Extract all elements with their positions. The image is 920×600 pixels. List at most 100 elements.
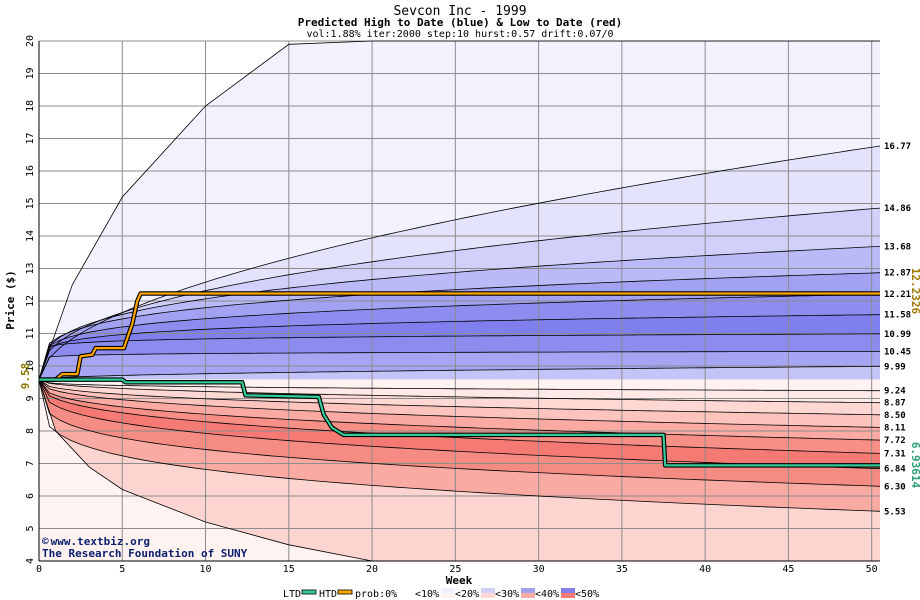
low-quantile-line — [38, 379, 881, 441]
chart-title: Sevcon Inc - 1999 — [393, 4, 526, 19]
x-tick-label: 5 — [119, 564, 125, 575]
high-band — [39, 366, 880, 380]
ltd-final-label: 6.93614 — [909, 442, 920, 489]
legend-htd-label: HTD — [319, 589, 337, 600]
axes: 0 5 10 15 20 25 30 35 40 45 5045678910111213141516… — [25, 35, 880, 575]
simulation-params: vol:1.88% iter:2000 step:10 hurst:0.57 d… — [306, 29, 613, 40]
quantile-end-label: 8.50 — [884, 411, 906, 421]
low-band — [39, 379, 880, 441]
legend-bin-swatch-low — [481, 593, 495, 598]
x-axis-label: Week — [446, 574, 473, 587]
low-quantile-line — [38, 379, 881, 404]
credit-site: www.textbiz.org — [51, 535, 150, 548]
legend-bin-label: <10% — [415, 589, 439, 600]
y-tick-label: 6 — [25, 493, 36, 499]
high-outer-line — [38, 40, 880, 380]
legend-bin-swatch-high — [521, 588, 535, 593]
high-quantile-line — [38, 207, 881, 380]
legend-bin-label: <40% — [535, 589, 559, 600]
low-band — [39, 379, 880, 428]
quantile-end-label: 6.84 — [884, 465, 906, 475]
x-tick-label: 25 — [449, 564, 461, 575]
low-quantile-line — [38, 379, 881, 416]
quantile-end-label: 13.68 — [884, 242, 911, 252]
x-tick-label: 30 — [533, 564, 545, 575]
legend-bin-swatch-high — [441, 588, 455, 593]
y-tick-label: 14 — [25, 230, 36, 242]
quantile-end-label: 14.86 — [884, 204, 911, 214]
y-tick-label: 15 — [25, 197, 36, 209]
quantile-end-label: 7.31 — [884, 449, 906, 459]
y-tick-label: 12 — [25, 295, 36, 307]
quantile-end-label: 8.11 — [884, 423, 906, 433]
x-tick-label: 40 — [699, 564, 711, 575]
low-band — [39, 379, 880, 487]
quantile-end-label: 9.99 — [884, 362, 906, 372]
legend-bin-swatch-high — [481, 588, 495, 593]
x-tick-label: 20 — [366, 564, 378, 575]
x-tick-label: 50 — [866, 564, 878, 575]
y-tick-label: 20 — [25, 35, 36, 47]
ltd-path — [39, 378, 880, 467]
legend-bin-label: <20% — [455, 589, 479, 600]
legend-bin-label: <50% — [575, 589, 599, 600]
high-band — [39, 146, 880, 380]
y-axis-label: Price ($) — [4, 270, 17, 330]
high-quantile-line — [38, 246, 881, 380]
high-quantile-line — [38, 333, 881, 380]
quantile-end-label: 6.30 — [884, 482, 906, 492]
high-quantile-line — [38, 145, 881, 380]
low-band — [39, 379, 880, 454]
low-band — [39, 379, 880, 391]
y-tick-label: 10 — [25, 360, 36, 372]
legend-htd-swatch — [337, 589, 353, 595]
legend-bin-swatch-low — [401, 593, 415, 598]
x-tick-label: 35 — [616, 564, 628, 575]
quantile-end-label: 12.21 — [884, 290, 911, 300]
quantile-end-label: 10.99 — [884, 330, 911, 340]
high-quantile-line — [38, 293, 881, 380]
quantile-end-label: 5.53 — [884, 507, 906, 517]
y-tick-label: 18 — [25, 100, 36, 112]
y-tick-label: 17 — [25, 132, 36, 144]
y-tick-label: 11 — [25, 327, 36, 339]
legend-bin-label: <30% — [495, 589, 519, 600]
low-quantile-line — [38, 379, 881, 428]
start-price-label: 9.58 — [19, 363, 32, 390]
high-quantile-line — [38, 365, 881, 380]
low-quantile-line — [38, 379, 880, 392]
quantile-end-label: 11.58 — [884, 311, 911, 321]
high-band — [39, 208, 880, 380]
legend-bin-swatch-low — [561, 593, 575, 598]
low-quantile-line — [38, 379, 881, 454]
htd-final-label: 12.2326 — [909, 268, 920, 315]
low-band — [39, 379, 880, 512]
price-paths — [39, 291, 880, 468]
y-tick-label: 19 — [25, 67, 36, 79]
y-tick-label: 5 — [25, 525, 36, 531]
credit-line-1: © www.textbiz.org — [42, 535, 150, 548]
chart-subtitle: Predicted High to Date (blue) & Low to D… — [298, 16, 623, 29]
copyright-symbol: © — [42, 535, 49, 548]
legend: LTD HTD prob:0% <10% <20% <30% <40% <50% — [283, 588, 599, 600]
legend-bin-swatch-high — [561, 588, 575, 593]
grid-lines — [38, 40, 880, 562]
high-band — [39, 41, 880, 380]
y-tick-label: 4 — [25, 558, 36, 564]
low-quantile-line — [38, 379, 881, 487]
legend-bin-swatch-high — [401, 588, 415, 593]
htd-path — [39, 292, 880, 381]
y-tick-label: 9 — [25, 395, 36, 401]
y-tick-label: 8 — [25, 428, 36, 434]
legend-ltd-swatch — [301, 589, 317, 595]
quantile-end-label: 7.72 — [884, 436, 906, 446]
y-tick-label: 7 — [25, 460, 36, 466]
legend-prob-label: prob:0% — [355, 589, 397, 600]
high-band — [39, 314, 880, 380]
legend-bin-swatch-low — [521, 593, 535, 598]
quantile-labels: 16.77 14.86 13.68 12.87 12.21 11.58 10.99 10.45… — [884, 142, 911, 517]
credit-block: © www.textbiz.org The Research Foundation… — [42, 535, 248, 560]
high-quantile-line — [38, 314, 881, 380]
quantile-end-label: 16.77 — [884, 142, 911, 152]
